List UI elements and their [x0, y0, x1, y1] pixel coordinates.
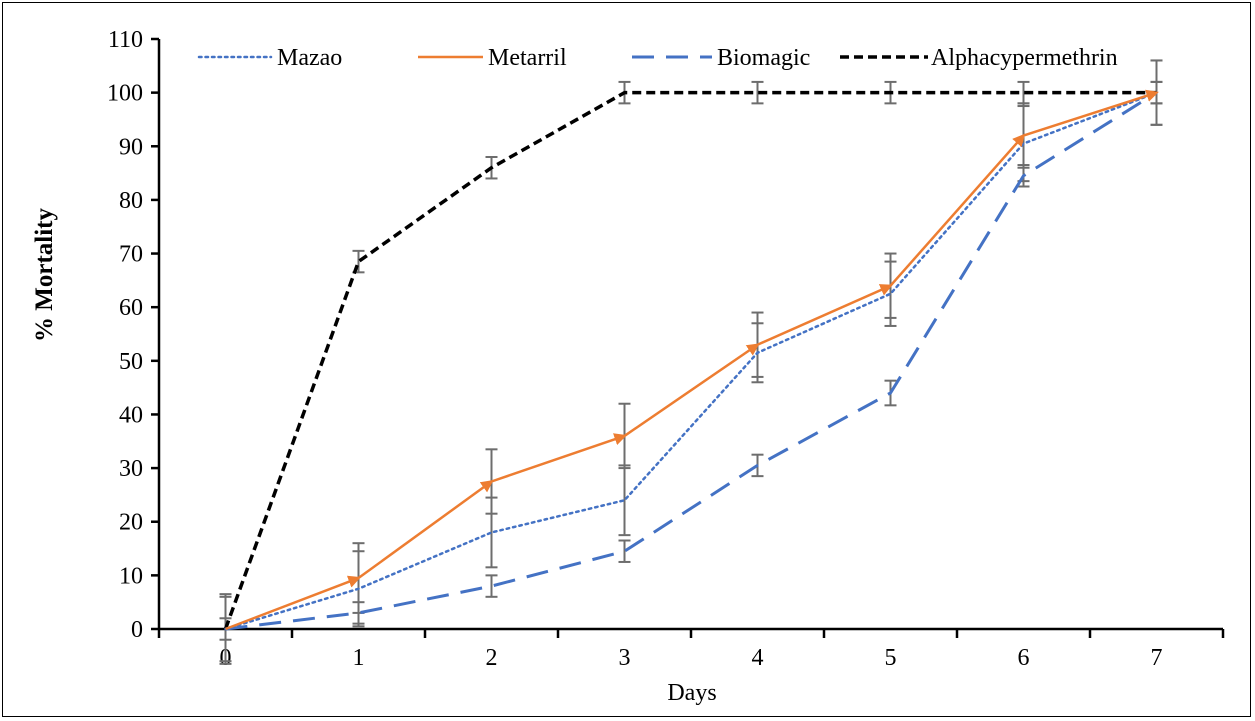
series-metarril-segment — [357, 480, 494, 580]
y-tick-label: 50 — [119, 349, 143, 375]
legend-label-mazao: Mazao — [277, 45, 342, 71]
y-tick-label: 100 — [107, 81, 143, 107]
x-tick-label: 5 — [885, 645, 897, 671]
y-tick-label: 30 — [119, 456, 143, 482]
y-tick-label: 20 — [119, 510, 143, 536]
series-mazao-line — [224, 91, 1158, 631]
legend: Mazao Metarril Biomagic Alphacypermethrin — [197, 45, 1118, 71]
series-metarril-segment — [623, 343, 760, 437]
legend-label-biomagic: Biomagic — [717, 45, 810, 71]
series-biomagic-line — [225, 91, 1158, 631]
y-tick-label: 70 — [119, 242, 143, 268]
x-tick-label: 7 — [1151, 645, 1163, 671]
series-metarril-segment — [1023, 89, 1159, 137]
y-tick-label: 0 — [131, 617, 143, 643]
series-metarril-segment — [225, 575, 361, 631]
series-lines — [223, 89, 1159, 631]
y-tick-label: 10 — [119, 563, 143, 589]
y-tick-label: 40 — [119, 402, 143, 428]
legend-label-metarril: Metarril — [488, 45, 567, 71]
x-tick-label: 2 — [486, 645, 498, 671]
y-tick-label: 80 — [119, 188, 143, 214]
y-tick-label: 110 — [108, 27, 143, 53]
axes: 010203040506070809010011001234567 — [107, 27, 1225, 671]
series-metarril-segment — [756, 284, 893, 346]
x-tick-label: 6 — [1018, 645, 1030, 671]
x-axis-title: Days — [667, 680, 716, 706]
series-alphacypermethrin-line — [223, 90, 1157, 630]
series-metarril-segment — [491, 433, 627, 483]
y-axis-title: % Mortality — [31, 208, 58, 342]
legend-label-alphacypermethrin: Alphacypermethrin — [931, 45, 1118, 71]
y-tick-label: 60 — [119, 295, 143, 321]
x-tick-label: 3 — [619, 645, 631, 671]
x-tick-label: 1 — [353, 645, 365, 671]
x-tick-label: 4 — [752, 645, 764, 671]
error-bars — [219, 59, 1163, 665]
series-metarril-segment — [889, 133, 1026, 287]
y-tick-label: 90 — [119, 134, 143, 160]
